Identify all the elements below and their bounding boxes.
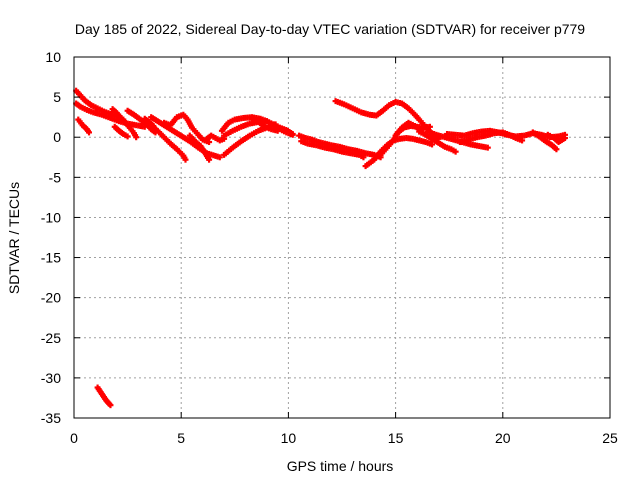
series-arc-10 xyxy=(161,111,213,146)
data-points xyxy=(73,87,568,409)
series-arc-8 xyxy=(148,114,223,161)
series-arc-11 xyxy=(186,132,213,163)
x-tick-label: 25 xyxy=(602,430,618,446)
series-arc-5 xyxy=(111,123,131,140)
series-arc-30 xyxy=(94,384,114,409)
y-tick-label: -20 xyxy=(41,290,61,306)
x-tick-labels: 0 5 10 15 20 25 xyxy=(70,430,618,446)
series-arc-3 xyxy=(75,116,93,136)
y-tick-label: 5 xyxy=(53,89,61,105)
x-tick-label: 0 xyxy=(70,430,78,446)
plot-frame xyxy=(73,56,611,419)
series-arc-17 xyxy=(270,121,296,138)
x-tick-label: 15 xyxy=(388,430,404,446)
series-arc-27 xyxy=(456,129,526,146)
y-tick-label: 0 xyxy=(53,129,61,145)
series-arc-12 xyxy=(203,132,228,144)
series-arc-14 xyxy=(221,118,270,139)
axis-ticks xyxy=(73,56,611,419)
series-arc-4 xyxy=(109,106,140,141)
x-tick-label: 10 xyxy=(281,430,297,446)
y-tick-label: -30 xyxy=(41,370,61,386)
series-arc-24 xyxy=(416,128,459,155)
series-arc-9 xyxy=(148,122,189,163)
y-tick-label: 10 xyxy=(45,49,61,65)
series-arc-29 xyxy=(544,131,568,146)
series-arc-16 xyxy=(248,114,281,134)
y-axis-label: SDTVAR / TECUs xyxy=(6,182,22,294)
y-tick-label: -25 xyxy=(41,330,61,346)
y-tick-label: -15 xyxy=(41,250,61,266)
series-arc-28 xyxy=(529,129,560,153)
chart-title: Day 185 of 2022, Sidereal Day-to-day VTE… xyxy=(75,21,585,37)
x-axis-label: GPS time / hours xyxy=(287,458,394,474)
y-tick-label: -5 xyxy=(49,169,62,185)
series-arc-19 xyxy=(298,138,367,161)
x-tick-label: 20 xyxy=(495,430,511,446)
y-tick-label: -10 xyxy=(41,209,61,225)
y-tick-labels: 10 5 0 -5 -10 -15 -20 -25 -30 -35 xyxy=(41,49,61,426)
y-tick-label: -35 xyxy=(41,410,61,426)
x-tick-label: 5 xyxy=(177,430,185,446)
series-arc-6 xyxy=(124,107,159,136)
